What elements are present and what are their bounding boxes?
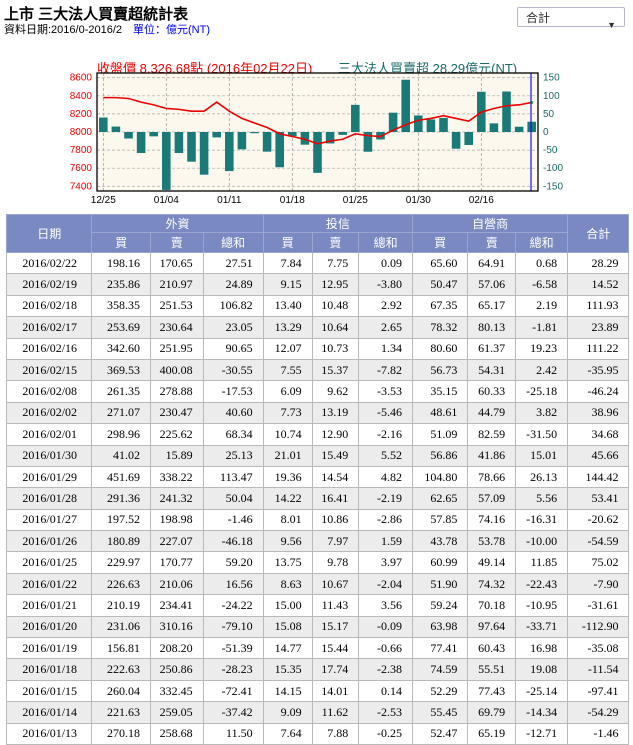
svg-text:100: 100 <box>543 91 560 102</box>
svg-text:7400: 7400 <box>70 181 93 192</box>
svg-text:8000: 8000 <box>70 127 93 138</box>
svg-text:-50: -50 <box>543 145 558 156</box>
svg-text:0: 0 <box>543 127 549 138</box>
svg-text:02/16: 02/16 <box>469 195 494 206</box>
svg-text:01/04: 01/04 <box>154 195 179 206</box>
svg-text:-150: -150 <box>543 181 563 192</box>
svg-text:01/11: 01/11 <box>217 195 242 206</box>
svg-text:01/25: 01/25 <box>343 195 368 206</box>
svg-text:-100: -100 <box>543 163 563 174</box>
svg-text:01/30: 01/30 <box>406 195 431 206</box>
svg-text:8200: 8200 <box>70 109 93 120</box>
svg-text:7600: 7600 <box>70 163 93 174</box>
svg-text:01/18: 01/18 <box>280 195 305 206</box>
svg-text:8400: 8400 <box>70 91 93 102</box>
svg-text:12/25: 12/25 <box>91 195 116 206</box>
svg-text:7800: 7800 <box>70 145 93 156</box>
svg-text:150: 150 <box>543 73 560 84</box>
svg-text:50: 50 <box>543 109 555 120</box>
svg-text:8600: 8600 <box>70 73 93 84</box>
